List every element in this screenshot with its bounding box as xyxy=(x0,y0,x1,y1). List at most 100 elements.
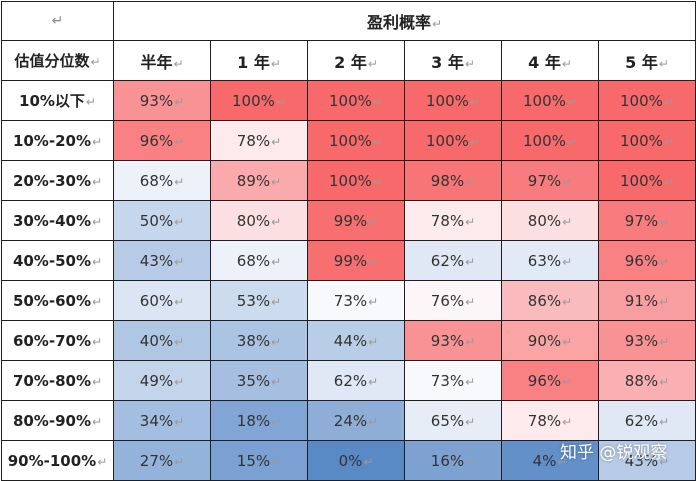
table-body: 10%以下↵ 93%↵ 100%↵ 100%↵ 100%↵ 100%↵ 100%↵ 10%-2… xyxy=(1,80,696,481)
cell-value: 100% xyxy=(620,131,663,150)
table-cell: 90%↵ xyxy=(501,320,599,361)
table-cell: 100%↵ xyxy=(404,120,502,161)
table-cell: 24%↵ xyxy=(307,400,405,441)
return-mark: ↵ xyxy=(97,454,108,469)
cell-value: 100% xyxy=(620,171,663,190)
row-label: 50%-60%↵ xyxy=(1,280,114,321)
return-mark: ↵ xyxy=(659,414,670,429)
row-label: 30%-40%↵ xyxy=(1,200,114,241)
table-cell: 44%↵ xyxy=(307,320,405,361)
return-mark: ↵ xyxy=(174,294,185,309)
table-row: 50%-60%↵ 60%↵ 53%↵ 73%↵ 76%↵ 86%↵ 91%↵ xyxy=(1,280,696,321)
row-label-text: 30%-40% xyxy=(12,211,91,230)
return-mark: ↵ xyxy=(465,374,476,389)
table-cell: 100%↵ xyxy=(598,120,696,161)
cell-value: 99% xyxy=(333,211,368,230)
cell-value: 0% xyxy=(338,451,363,470)
table-cell: 78%↵ xyxy=(404,200,502,241)
table-cell: 100%↵ xyxy=(307,120,405,161)
table-row: 70%-80%↵ 49%↵ 35%↵ 62%↵ 73%↵ 96%↵ 88%↵ xyxy=(1,360,696,401)
cell-value: 99% xyxy=(333,251,368,270)
corner-cell: ↵ xyxy=(1,1,114,41)
return-mark: ↵ xyxy=(562,414,573,429)
return-mark: ↵ xyxy=(659,294,670,309)
table-cell: 93%↵ xyxy=(113,80,211,121)
cell-value: 44% xyxy=(333,331,368,350)
table-cell: 49%↵ xyxy=(113,360,211,401)
table-cell: 80%↵ xyxy=(210,200,308,241)
return-mark: ↵ xyxy=(566,94,577,109)
return-mark: ↵ xyxy=(562,294,573,309)
table-row: 60%-70%↵ 40%↵ 38%↵ 44%↵ 93%↵ 90%↵ 93%↵ xyxy=(1,320,696,361)
column-header: 4 年↵ xyxy=(501,40,599,81)
cell-value: 38% xyxy=(236,331,271,350)
cell-value: 96% xyxy=(624,251,659,270)
table-cell: 62%↵ xyxy=(307,360,405,401)
cell-value: 27% xyxy=(139,451,174,470)
table-cell: 98%↵ xyxy=(404,160,502,201)
return-mark: ↵ xyxy=(271,414,282,429)
return-mark: ↵ xyxy=(368,214,379,229)
table-cell: 60%↵ xyxy=(113,280,211,321)
table-cell: 86%↵ xyxy=(501,280,599,321)
cell-value: 68% xyxy=(236,251,271,270)
return-mark: ↵ xyxy=(659,374,670,389)
table-cell: 62%↵ xyxy=(598,400,696,441)
table-cell: 78%↵ xyxy=(501,400,599,441)
table-cell: 68%↵ xyxy=(113,160,211,201)
cell-value: 40% xyxy=(139,331,174,350)
return-mark: ↵ xyxy=(465,414,476,429)
return-mark: ↵ xyxy=(174,454,185,469)
cell-value: 76% xyxy=(430,291,465,310)
return-mark: ↵ xyxy=(663,134,674,149)
row-label-text: 60%-70% xyxy=(12,331,91,350)
return-mark: ↵ xyxy=(431,17,443,31)
return-mark: ↵ xyxy=(663,174,674,189)
return-mark: ↵ xyxy=(363,454,374,469)
cell-value: 62% xyxy=(430,251,465,270)
table-cell: 50%↵ xyxy=(113,200,211,241)
table-cell: 93%↵ xyxy=(404,320,502,361)
return-mark: ↵ xyxy=(51,13,64,29)
return-mark: ↵ xyxy=(562,254,573,269)
cell-value: 63% xyxy=(527,251,562,270)
return-mark: ↵ xyxy=(271,294,282,309)
table-cell: 43%↵ xyxy=(113,240,211,281)
cell-value: 96% xyxy=(139,131,174,150)
cell-value: 43% xyxy=(624,451,659,470)
return-mark: ↵ xyxy=(173,56,184,71)
return-mark: ↵ xyxy=(271,334,282,349)
cell-value: 100% xyxy=(232,91,275,110)
row-label-text: 50%-60% xyxy=(12,291,91,310)
return-mark: ↵ xyxy=(469,94,480,109)
table-cell: 96%↵ xyxy=(501,360,599,401)
table-cell: 35%↵ xyxy=(210,360,308,401)
cell-value: 78% xyxy=(236,131,271,150)
return-mark: ↵ xyxy=(91,174,103,189)
table-cell: 100%↵ xyxy=(598,80,696,121)
cell-value: 35% xyxy=(236,371,271,390)
row-header-label: 估值分位数↵ xyxy=(1,40,114,81)
table-cell: 100%↵ xyxy=(404,80,502,121)
table-title: 盈利概率↵ xyxy=(113,1,696,41)
column-header-row: 估值分位数↵ 半年↵ 1 年↵ 2 年↵ 3 年↵ 4 年↵ 5 年↵ xyxy=(1,40,696,81)
return-mark: ↵ xyxy=(90,55,101,69)
cell-value: 97% xyxy=(527,171,562,190)
column-header: 3 年↵ xyxy=(404,40,502,81)
column-header-text: 5 年 xyxy=(625,52,658,72)
return-mark: ↵ xyxy=(663,94,674,109)
table-cell: 62%↵ xyxy=(404,240,502,281)
table-cell: 4%↵ xyxy=(501,440,599,481)
table-cell: 100%↵ xyxy=(501,120,599,161)
row-label-text: 10%以下 xyxy=(19,92,85,110)
return-mark: ↵ xyxy=(174,334,185,349)
table-row: 30%-40%↵ 50%↵ 80%↵ 99%↵ 78%↵ 80%↵ 97%↵ xyxy=(1,200,696,241)
row-label-text: 40%-50% xyxy=(12,251,91,270)
cell-value: 91% xyxy=(624,291,659,310)
table-cell: 43%↵ xyxy=(598,440,696,481)
table-cell: 96%↵ xyxy=(598,240,696,281)
table-row: 10%-20%↵ 96%↵ 78%↵ 100%↵ 100%↵ 100%↵ 100%↵ xyxy=(1,120,696,161)
return-mark: ↵ xyxy=(91,294,103,309)
return-mark: ↵ xyxy=(368,374,379,389)
table-row: 90%-100%↵ 27%↵ 15%↵ 0%↵ 16%↵ 4%↵ 43%↵ xyxy=(1,440,696,481)
